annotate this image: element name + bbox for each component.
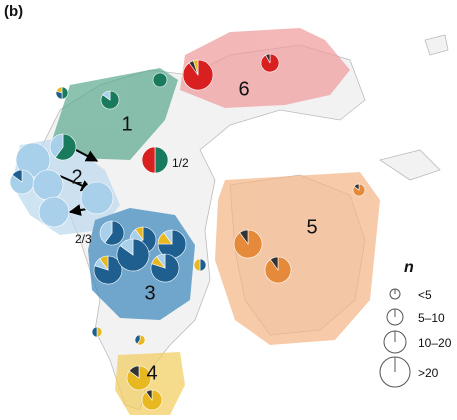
pie-slice xyxy=(260,53,280,73)
pie-slice xyxy=(11,169,23,183)
pie-slice xyxy=(352,183,366,197)
region-label: 2 xyxy=(71,166,82,188)
pie-slice xyxy=(49,133,64,158)
legend: n <5 5–10 10–20 >20 xyxy=(379,259,452,388)
pie-slice xyxy=(54,133,77,161)
legend-label: 5–10 xyxy=(418,311,445,325)
pie-slice xyxy=(145,389,153,401)
pie-slice xyxy=(193,258,201,272)
pie-slice xyxy=(119,238,134,256)
pie-charts xyxy=(9,53,366,411)
pie-slice xyxy=(134,334,141,345)
pie-slice xyxy=(134,226,144,241)
pie-slice xyxy=(102,90,111,101)
legend-label: >20 xyxy=(418,366,439,380)
pie-slice xyxy=(38,196,70,228)
pie-slice xyxy=(239,229,249,245)
pie-slice xyxy=(55,86,63,94)
hull-5 xyxy=(215,172,380,345)
arrow xyxy=(75,149,99,162)
pie-slice xyxy=(99,220,113,244)
pie-slice xyxy=(152,72,168,88)
pie-slice xyxy=(80,181,114,215)
pie-slice xyxy=(32,169,64,201)
region-label: 6 xyxy=(238,78,249,100)
region-label: 3 xyxy=(144,282,155,304)
region-label: 4 xyxy=(146,362,157,384)
pie-slice xyxy=(99,255,109,271)
pie-slice xyxy=(353,183,360,191)
shared-label: 1/2 xyxy=(172,156,189,170)
pie-slice xyxy=(141,146,156,174)
pie-slice xyxy=(265,53,271,64)
region-label: 5 xyxy=(306,216,317,238)
pie-slice xyxy=(269,256,279,271)
pie-slice xyxy=(136,334,146,346)
pie-slice xyxy=(61,86,69,100)
pie-slice xyxy=(154,146,169,174)
shared-label: 2/3 xyxy=(75,232,92,246)
pie-slice xyxy=(91,326,98,338)
region-label: 1 xyxy=(121,113,132,135)
pie-slice xyxy=(104,220,125,246)
panel-label: (b) xyxy=(4,3,23,20)
pie-slice xyxy=(157,229,187,259)
pie-slice xyxy=(163,229,173,245)
hull-1 xyxy=(52,68,178,160)
pie-slice xyxy=(156,253,166,269)
legend-label: <5 xyxy=(418,288,432,302)
pie-slice xyxy=(199,258,207,272)
legend-label: 10–20 xyxy=(418,336,452,350)
legend-title: n xyxy=(404,259,414,276)
pie-slice xyxy=(128,365,140,379)
pie-slice xyxy=(192,59,199,76)
